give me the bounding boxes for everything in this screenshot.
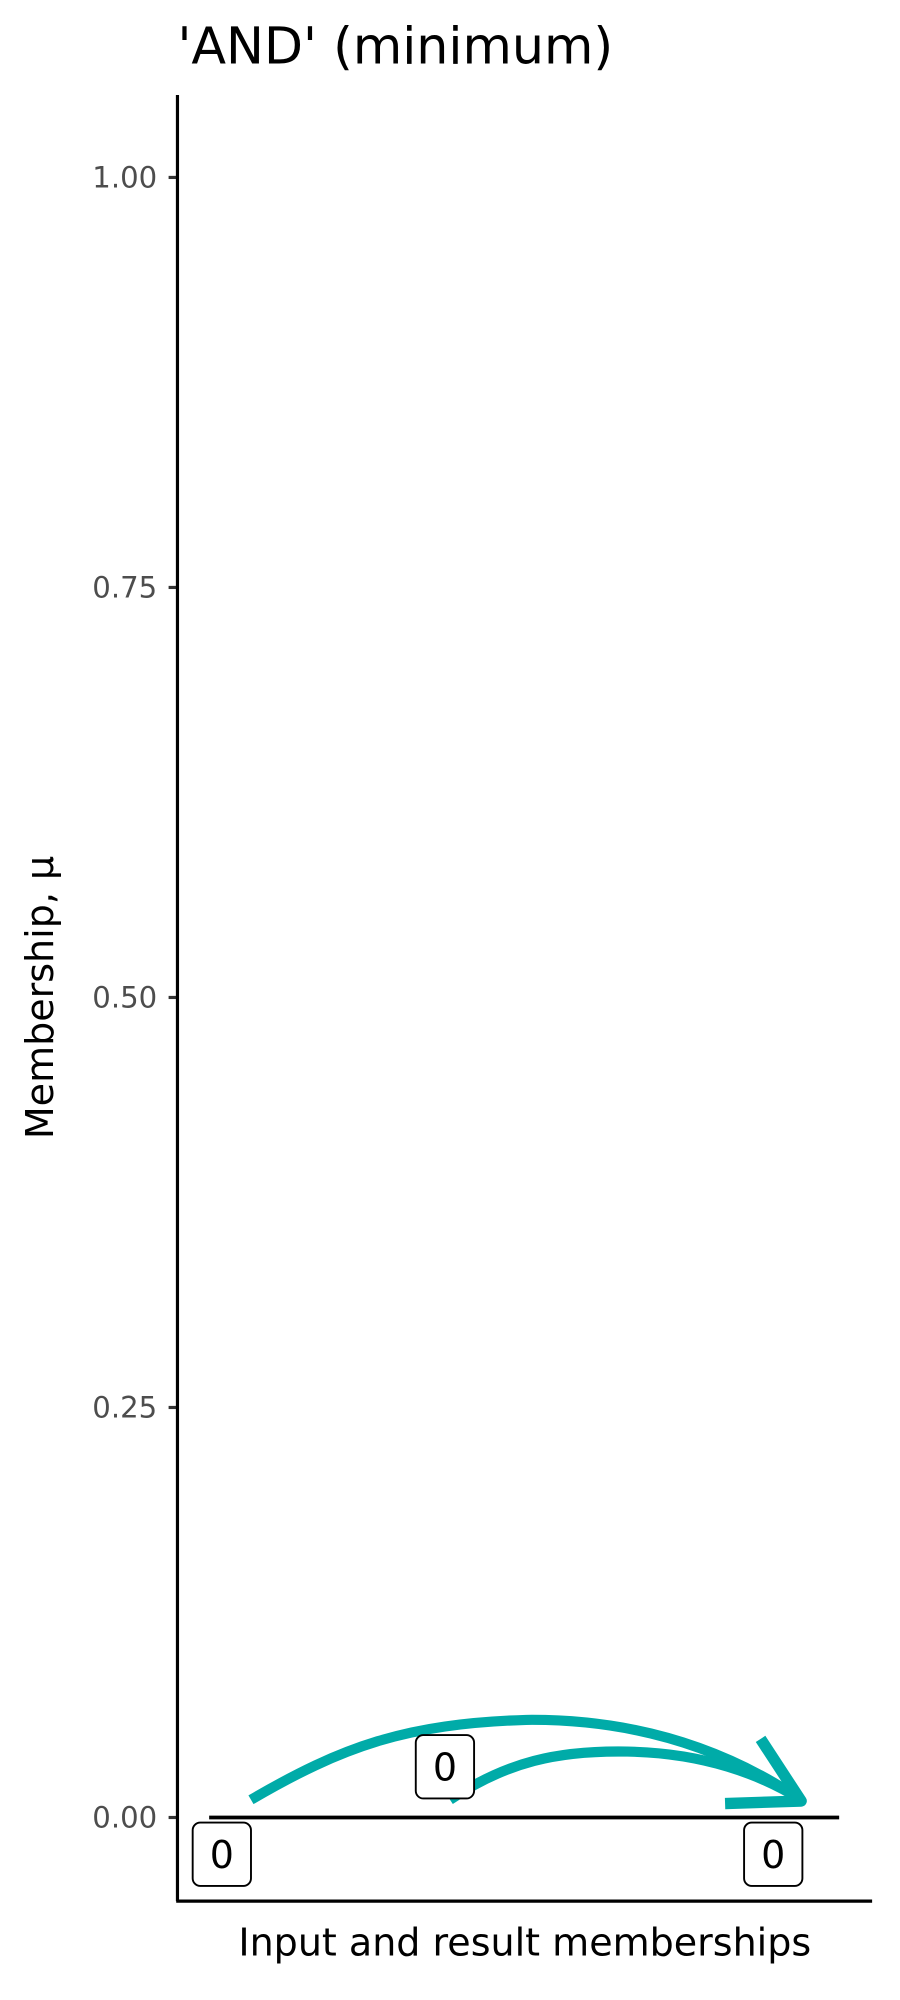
label-text: 0: [433, 1746, 457, 1790]
arrow-curve: [248, 1714, 804, 1805]
y-tick-label: 0.50: [92, 981, 157, 1015]
chart-title: 'AND' (minimum): [177, 16, 613, 75]
arrows: [248, 1714, 807, 1810]
x-axis-label: Input and result memberships: [238, 1921, 811, 1965]
label-text: 0: [210, 1833, 234, 1877]
arrow-head: [724, 1735, 807, 1810]
y-tick-label: 0.75: [92, 571, 157, 605]
label-text: 0: [761, 1833, 785, 1877]
label-box: [743, 1821, 804, 1887]
y-axis-label: Membership, μ: [18, 856, 62, 1139]
point-label: 0: [743, 1821, 804, 1887]
point-label: 0: [191, 1821, 252, 1887]
label-box: [191, 1821, 252, 1887]
arrow-curve: [447, 1746, 804, 1805]
y-tick-label: 0.00: [92, 1801, 157, 1835]
label-box: [414, 1734, 476, 1800]
point-labels: 0 0 0: [191, 1734, 804, 1887]
y-tick-label: 0.25: [92, 1391, 157, 1425]
point-label: 0: [414, 1734, 476, 1800]
y-tick-label: 1.00: [92, 161, 157, 195]
y-axis-ticks: 0.00 0.25 0.50 0.75 1.00: [92, 161, 178, 1835]
